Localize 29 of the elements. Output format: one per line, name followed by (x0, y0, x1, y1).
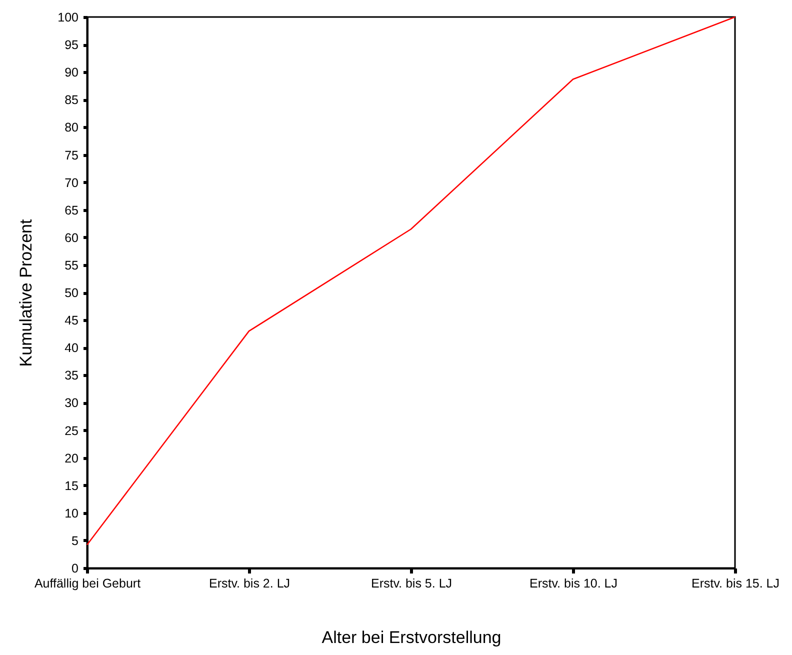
y-tick-label: 35 (64, 368, 79, 383)
y-tick-label: 25 (64, 424, 79, 438)
x-axis-title: Alter bei Erstvorstellung (322, 628, 502, 647)
y-tick-label: 80 (64, 120, 79, 135)
y-tick-label: 20 (64, 451, 79, 466)
x-tick-label: Erstv. bis 10. LJ (530, 576, 618, 590)
y-tick-label: 55 (64, 258, 79, 272)
x-tick-label: Auffällig bei Geburt (34, 576, 142, 590)
y-tick-label: 90 (64, 66, 79, 80)
y-tick-label: 95 (64, 38, 79, 52)
y-tick-label: 85 (64, 93, 79, 108)
y-tick-label: 5 (72, 534, 79, 548)
y-tick-label: 60 (64, 230, 79, 245)
y-axis-title: Kumulative Prozent (16, 219, 36, 367)
line-series (86, 16, 736, 546)
y-tick-label: 10 (64, 506, 79, 520)
y-tick-label: 70 (64, 176, 79, 190)
y-tick-label: 75 (64, 148, 79, 162)
y-tick-label: 40 (64, 341, 79, 356)
x-tick-label: Erstv. bis 5. LJ (370, 576, 452, 590)
y-tick-label: 100 (58, 10, 79, 24)
y-tick-label: 45 (64, 314, 79, 328)
y-tick-label: 50 (64, 286, 79, 300)
y-tick-label: 15 (64, 478, 79, 493)
x-tick-label: Erstv. bis 2. LJ (208, 576, 290, 590)
y-tick-label: 65 (64, 203, 79, 218)
y-tick-label: 30 (64, 396, 79, 410)
x-tick-label: Erstv. bis 15. LJ (692, 576, 780, 590)
y-tick-label: 0 (72, 562, 79, 576)
